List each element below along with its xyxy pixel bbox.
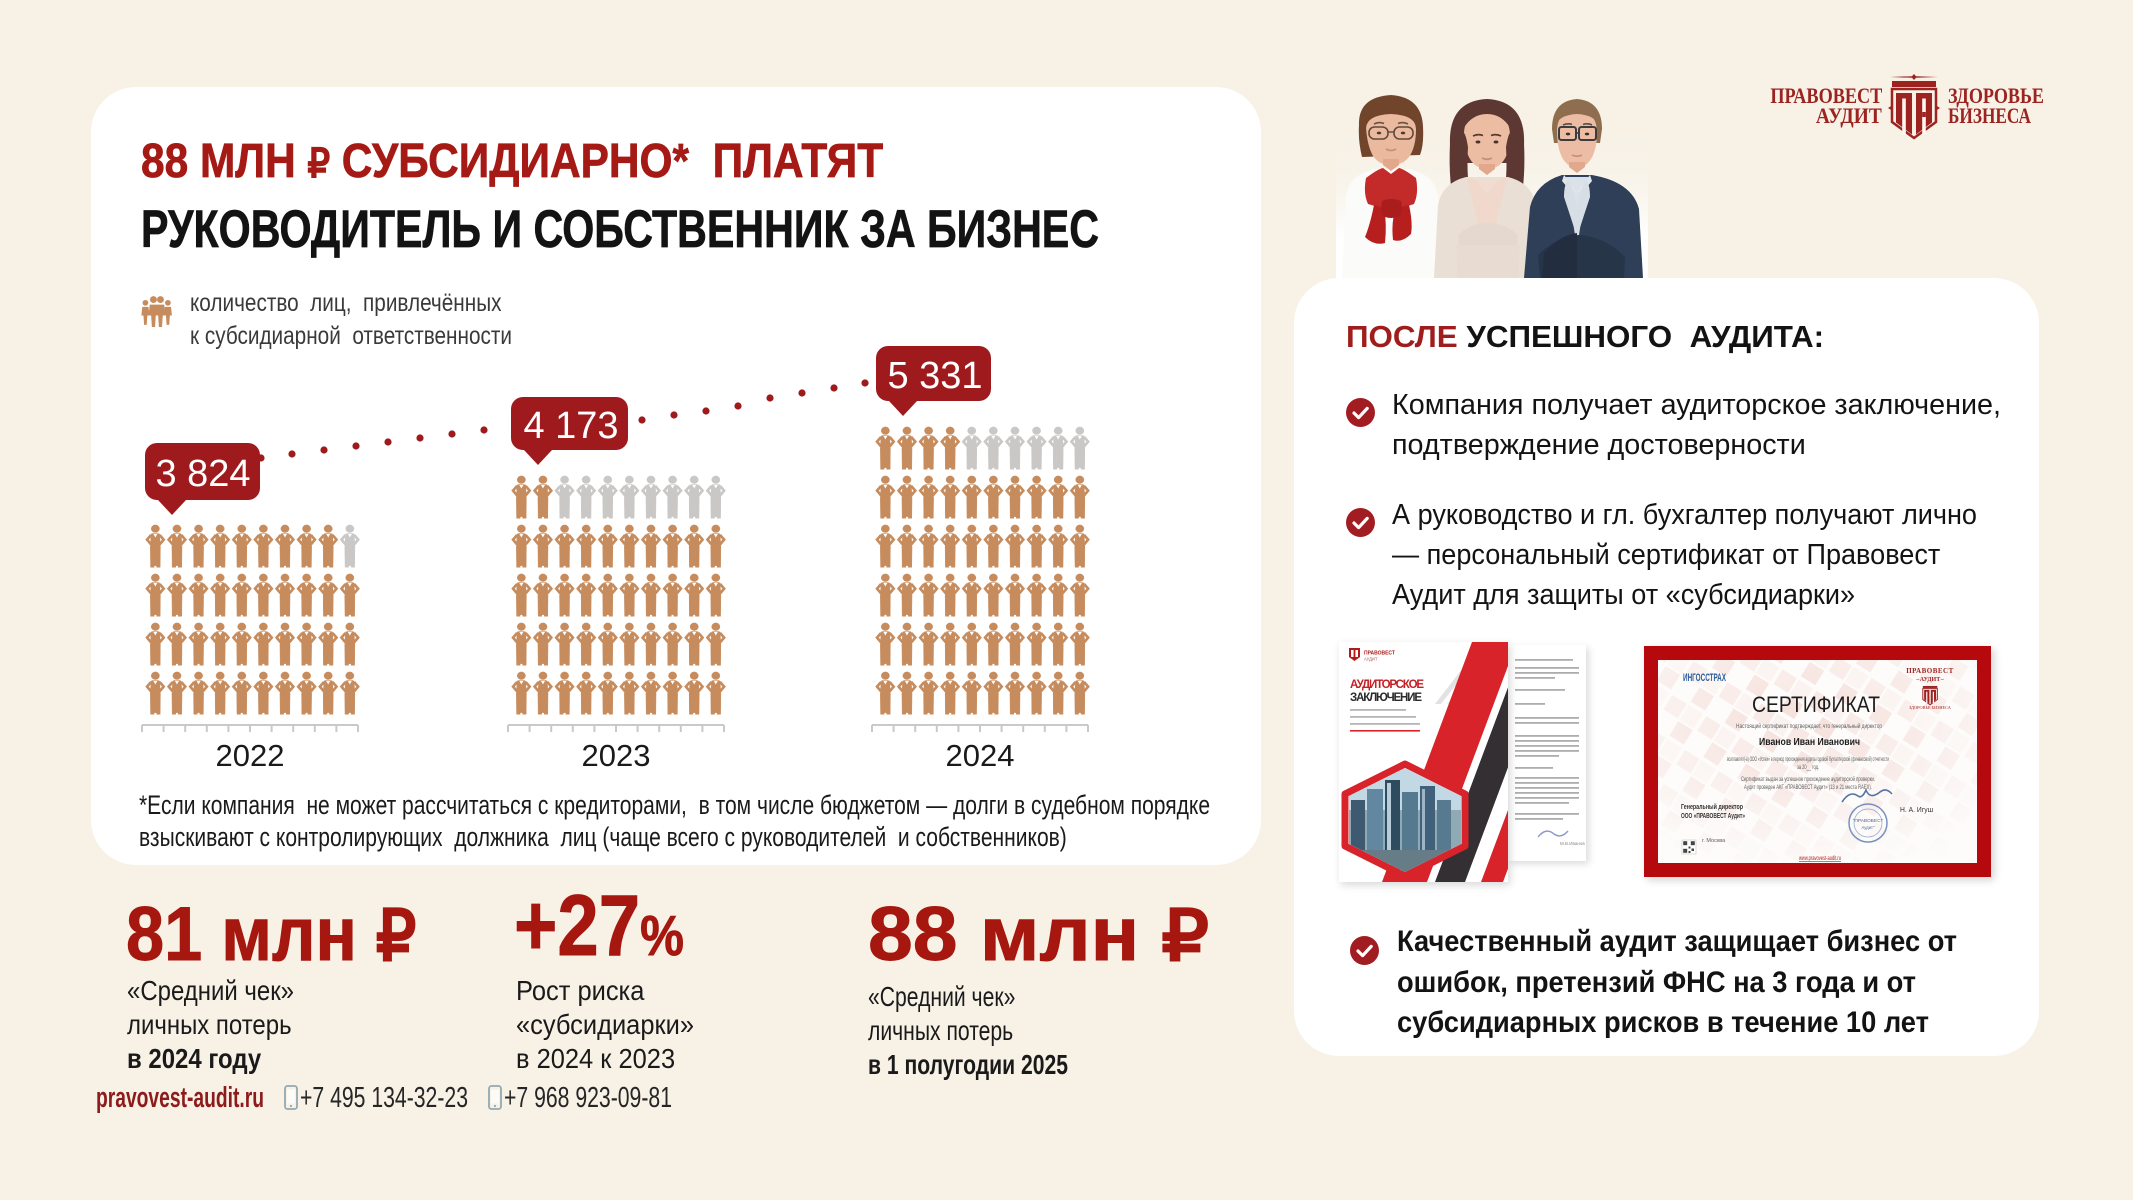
svg-text:2024: 2024 (946, 738, 1015, 773)
svg-text:г. Москва: г. Москва (1702, 838, 1726, 844)
svg-text:2023: 2023 (582, 738, 651, 773)
svg-text:Аудит проведен АКГ «ПРАВОВЕСТ: Аудит проведен АКГ «ПРАВОВЕСТ Аудит» (13… (1744, 785, 1872, 791)
svg-text:АУДИТОРСКОЕ: АУДИТОРСКОЕ (1350, 679, 1424, 691)
svg-text:ПРАВОВЕСТ: ПРАВОВЕСТ (1906, 667, 1954, 675)
svg-text:возглавлял(-а) ООО «Успех» в п: возглавлял(-а) ООО «Успех» в период прох… (1727, 756, 1889, 763)
svg-text:"ПРАВОВЕСТ: "ПРАВОВЕСТ (1853, 818, 1884, 824)
svg-text:Настоящий сертификат подтвержд: Настоящий сертификат подтверждает, что г… (1736, 723, 1882, 730)
svg-text:ИНГОССТРАХ: ИНГОССТРАХ (1683, 672, 1726, 684)
svg-text:АУДИТ: АУДИТ (1364, 657, 1378, 662)
svg-text:www.pravovest-audit.ru: www.pravovest-audit.ru (1798, 855, 1841, 862)
svg-text:Н. А. Игуш: Н. А. Игуш (1900, 807, 1933, 814)
svg-text:М.В.Иванов: М.В.Иванов (1560, 841, 1585, 846)
svg-text:4 173: 4 173 (523, 405, 618, 447)
svg-text:СЕРТИФИКАТ: СЕРТИФИКАТ (1752, 692, 1880, 717)
svg-text:Сертификат выдан за успешное п: Сертификат выдан за успешное прохождение… (1741, 776, 1875, 783)
svg-text:ООО «ПРАВОВЕСТ Аудит»: ООО «ПРАВОВЕСТ Аудит» (1681, 811, 1745, 820)
svg-text:5 331: 5 331 (887, 355, 982, 397)
svg-text:за 20__ год.: за 20__ год. (1797, 765, 1819, 771)
svg-text:Иванов Иван Иванович: Иванов Иван Иванович (1759, 737, 1860, 748)
svg-text:ЗАКЛЮЧЕНИЕ: ЗАКЛЮЧЕНИЕ (1350, 692, 1422, 704)
svg-text:Генеральный директор: Генеральный директор (1681, 802, 1743, 811)
svg-text:ЗДОРОВЬЕ БИЗНЕСА: ЗДОРОВЬЕ БИЗНЕСА (1909, 705, 1952, 710)
svg-text:ПРАВОВЕСТ: ПРАВОВЕСТ (1364, 651, 1395, 657)
svg-text:2022: 2022 (216, 738, 285, 773)
svg-text:Аудит": Аудит" (1862, 825, 1875, 830)
svg-text:– АУДИТ –: – АУДИТ – (1915, 677, 1944, 683)
svg-text:3 824: 3 824 (155, 453, 250, 495)
